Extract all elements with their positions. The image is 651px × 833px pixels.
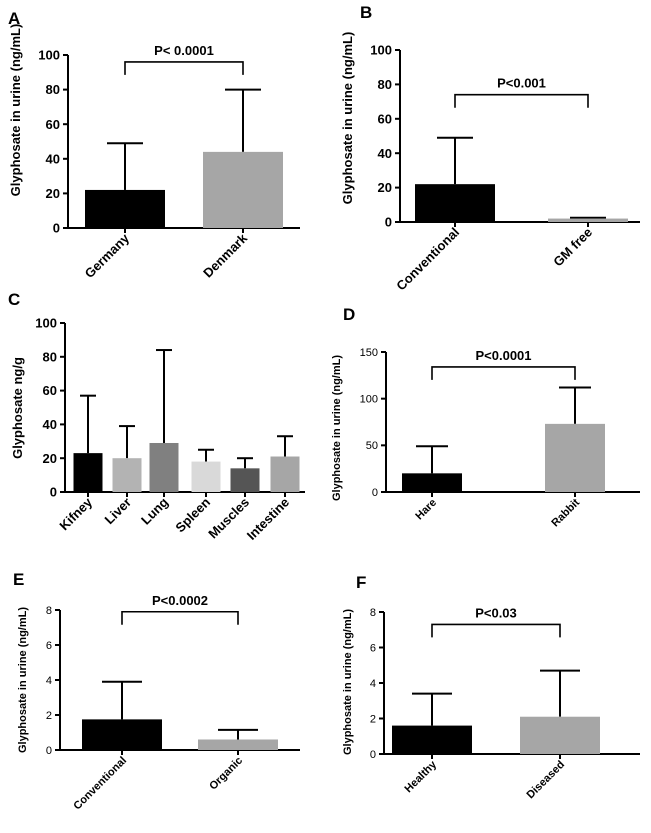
bar-lung: [149, 442, 179, 492]
x-tick-label: Lung: [138, 494, 171, 527]
significance-bracket: [454, 93, 589, 108]
p-value-label: P<0.0001: [475, 348, 531, 363]
y-tick-label: 0: [46, 745, 52, 757]
panel-c: C Glyphosate ng/g 0 20 40 60 80 100 Kifney Liver L…: [8, 290, 305, 543]
y-tick-label: 8: [46, 605, 52, 617]
significance-bracket: [431, 623, 561, 638]
x-tick-label: Healthy: [403, 758, 440, 795]
bar-germany: [85, 189, 165, 228]
p-value-label: P<0.001: [497, 76, 546, 91]
x-tick-label: Conventional: [71, 755, 129, 813]
bar-diseased: [520, 716, 600, 754]
significance-bracket: [121, 610, 239, 625]
x-tick-label: Intestine: [244, 495, 292, 543]
y-tick-label: 0: [53, 221, 60, 236]
bar-spleen: [191, 461, 221, 492]
y-axis-title: Glyphosate in urine (ng/mL): [342, 609, 354, 755]
panel-letter: B: [360, 3, 372, 22]
y-tick-label: 0: [370, 749, 376, 761]
panel-e: E Glyphosate in urine (ng/mL) 0 2 4 6 8 Convent…: [13, 570, 300, 812]
x-tick-label: Liver: [102, 495, 135, 528]
bar-organic: [198, 739, 278, 750]
y-tick-label: 80: [378, 77, 392, 92]
y-tick-label: 60: [46, 117, 60, 132]
panel-f: F Glyphosate in urine (ng/mL) 0 2 4 6 8 Healthy…: [342, 573, 640, 801]
panel-d: D Glyphosate in urine (ng/mL) 0 50 100 150 Har…: [331, 305, 640, 529]
y-tick-label: 2: [370, 713, 376, 725]
y-tick-label: 8: [370, 607, 376, 619]
x-tick-label: Diseased: [524, 759, 567, 802]
bar-kifney: [73, 453, 103, 492]
panel-letter: C: [8, 290, 20, 309]
panel-letter: F: [356, 573, 366, 592]
y-tick-label: 40: [378, 146, 392, 161]
y-tick-label: 150: [360, 347, 378, 359]
bar-gm-free: [548, 218, 628, 222]
panel-letter: A: [8, 9, 20, 28]
panel-b: B Glyphosate in urine (ng/mL) 0 20 40 60 80 100…: [340, 3, 640, 293]
y-tick-label: 40: [43, 417, 57, 432]
y-tick-label: 6: [46, 640, 52, 652]
bar-conventional: [415, 184, 495, 222]
y-axis-title: Glyphosate in urine (ng/mL): [8, 24, 23, 197]
bar-hare: [402, 473, 462, 492]
y-tick-label: 100: [370, 43, 392, 58]
y-axis-title: Glyphosate in urine (ng/mL): [17, 607, 29, 753]
p-value-label: P< 0.0001: [154, 43, 214, 58]
y-tick-label: 0: [385, 215, 392, 230]
y-tick-label: 20: [46, 186, 60, 201]
y-axis-title: Glyphosate ng/g: [10, 357, 25, 459]
significance-bracket: [431, 366, 576, 380]
bar-healthy: [392, 725, 472, 754]
y-axis-title: Glyphosate in urine (ng/mL): [331, 355, 343, 501]
bar-rabbit: [545, 423, 605, 492]
panel-letter: E: [13, 570, 24, 589]
y-tick-label: 100: [38, 48, 60, 63]
y-tick-label: 100: [35, 316, 57, 331]
x-tick-label: Conventional: [393, 225, 462, 294]
y-axis-title: Glyphosate in urine (ng/mL): [340, 32, 355, 205]
p-value-label: P<0.0002: [152, 593, 208, 608]
bar-muscles: [230, 468, 260, 492]
y-tick-label: 60: [43, 383, 57, 398]
y-tick-label: 80: [43, 349, 57, 364]
bar-denmark: [203, 151, 283, 228]
y-tick-label: 2: [46, 710, 52, 722]
x-tick-label: Kifney: [56, 494, 95, 533]
x-tick-label: Denmark: [200, 230, 250, 280]
bar-conventional: [82, 719, 162, 750]
y-tick-label: 60: [378, 111, 392, 126]
x-tick-label: Hare: [413, 497, 439, 523]
y-tick-label: 100: [360, 394, 378, 406]
y-tick-label: 40: [46, 151, 60, 166]
x-tick-label: Germany: [82, 230, 133, 281]
y-tick-label: 20: [378, 180, 392, 195]
x-tick-label: Rabbit: [549, 496, 582, 529]
y-tick-label: 6: [370, 642, 376, 654]
panel-letter: D: [343, 305, 355, 324]
y-tick-label: 0: [50, 485, 57, 500]
bar-liver: [112, 458, 142, 492]
y-tick-label: 0: [372, 487, 378, 499]
significance-bracket: [124, 61, 244, 75]
x-tick-label: GM free: [550, 225, 595, 270]
y-tick-label: 80: [46, 82, 60, 97]
p-value-label: P<0.03: [475, 605, 517, 620]
y-tick-label: 20: [43, 451, 57, 466]
y-tick-label: 50: [366, 440, 378, 452]
y-tick-label: 4: [46, 675, 52, 687]
y-tick-label: 4: [370, 678, 376, 690]
bar-intestine: [270, 456, 300, 492]
x-tick-label: Organic: [207, 755, 245, 793]
